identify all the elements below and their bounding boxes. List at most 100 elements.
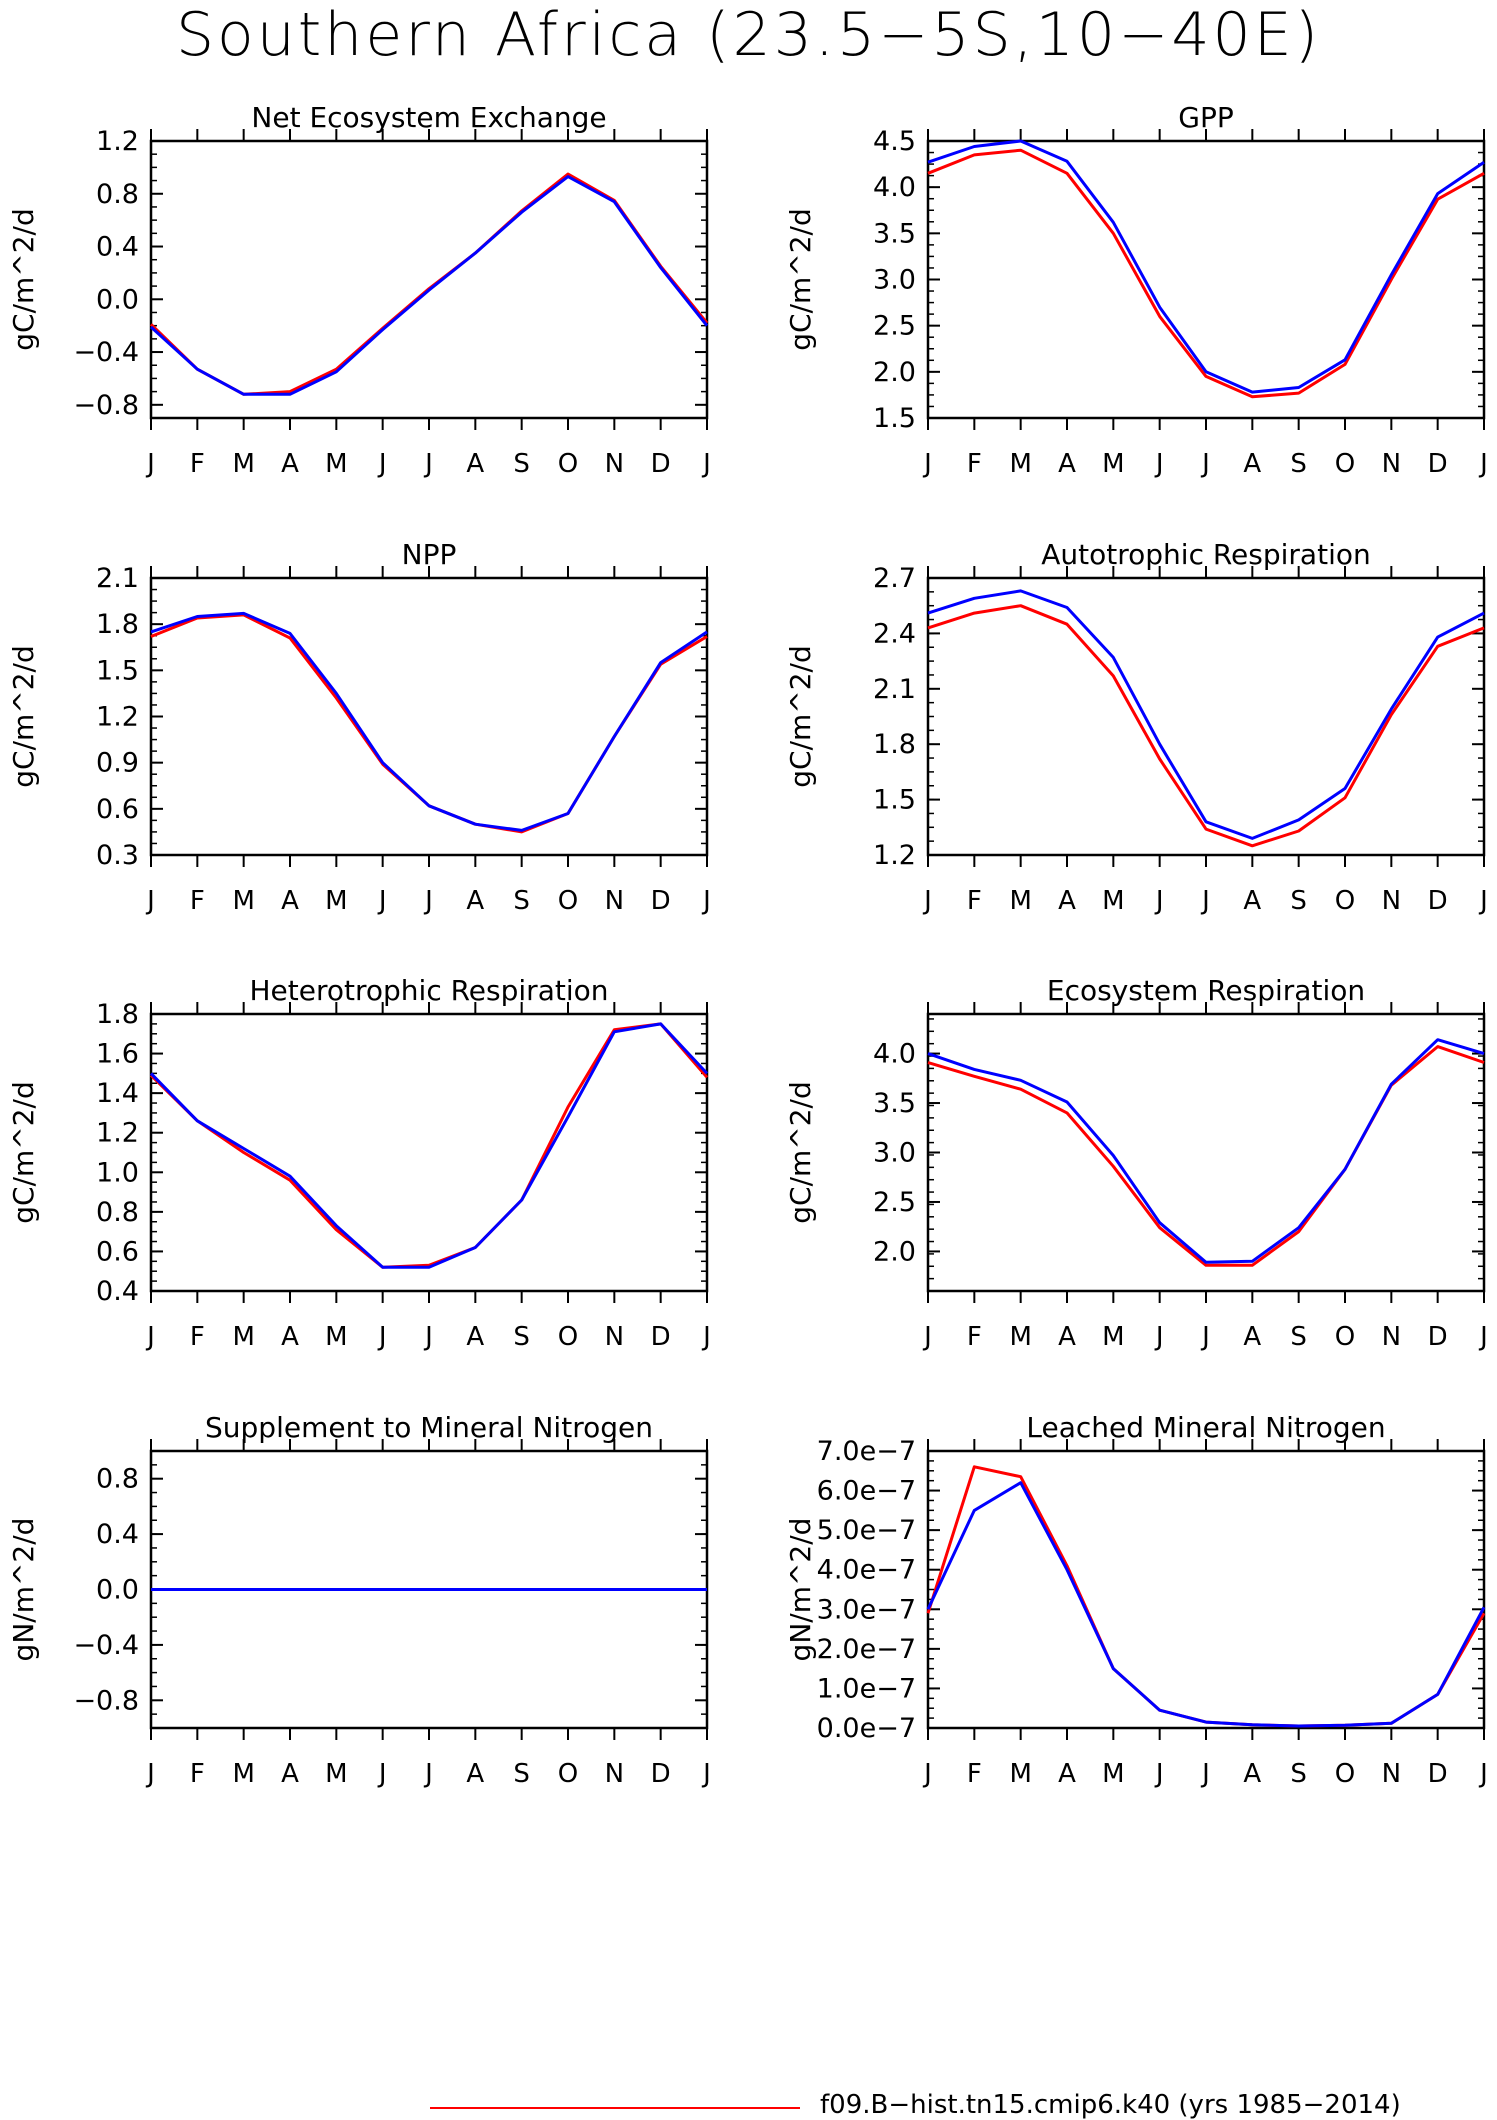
y-tick-label: 0.8: [96, 1197, 139, 1228]
x-tick-label: O: [558, 449, 578, 479]
x-tick-label: N: [605, 1322, 624, 1352]
y-tick-label: 2.4: [873, 618, 916, 649]
y-tick-label: 0.4: [96, 1519, 139, 1550]
x-tick-label: M: [325, 1322, 347, 1352]
series-line-1: [149, 172, 709, 396]
x-tick-label: J: [701, 449, 711, 479]
y-tick-label: 2.7: [873, 563, 916, 594]
x-tick-label: A: [466, 886, 484, 916]
y-tick-label: 0.0: [96, 1575, 139, 1606]
x-tick-label: F: [967, 886, 982, 916]
y-tick-label: 1.4: [96, 1078, 139, 1109]
y-tick-label: 3.0: [873, 1138, 916, 1169]
x-tick-label: J: [1478, 1759, 1488, 1789]
y-axis-label: gC/m^2/d: [7, 645, 40, 788]
y-tick-label: 0.3: [96, 840, 139, 871]
x-tick-label: O: [558, 886, 578, 916]
x-tick-label: A: [1058, 1759, 1076, 1789]
y-axis-label: gC/m^2/d: [784, 1081, 817, 1224]
x-tick-label: J: [701, 1322, 711, 1352]
x-tick-label: J: [1200, 1759, 1210, 1789]
x-tick-label: M: [1009, 1759, 1031, 1789]
y-tick-label: 3.0: [873, 265, 916, 296]
chart-panel: Heterotrophic Respiration gC/m^2/d 0.4 0.6 0…: [7, 974, 711, 1352]
x-tick-label: J: [377, 1322, 387, 1352]
x-tick-label: A: [1058, 449, 1076, 479]
y-tick-label: 6.0e−7: [817, 1476, 916, 1507]
x-tick-label: M: [325, 449, 347, 479]
x-tick-label: J: [1200, 449, 1210, 479]
x-tick-label: J: [423, 1759, 433, 1789]
y-tick-label: 5.0e−7: [817, 1515, 916, 1546]
plot-frame: [149, 139, 709, 420]
x-tick-label: F: [190, 1322, 205, 1352]
x-tick-label: A: [281, 1759, 299, 1789]
y-axis-label: gN/m^2/d: [784, 1518, 817, 1662]
series-line-2: [927, 1038, 1485, 1264]
y-axis-label: gC/m^2/d: [784, 645, 817, 788]
y-tick-label: −0.4: [73, 1630, 139, 1661]
y-tick-label: 2.1: [96, 563, 139, 594]
x-tick-label: M: [1102, 1322, 1124, 1352]
chart-panel: Leached Mineral Nitrogen gN/m^2/d 0.0e−7 1.…: [784, 1411, 1488, 1789]
x-tick-label: O: [558, 1322, 578, 1352]
y-tick-label: 2.0: [873, 357, 916, 388]
y-tick-label: 2.1: [873, 674, 916, 705]
y-axis-label: gC/m^2/d: [7, 1081, 40, 1224]
x-tick-label: O: [1335, 886, 1355, 916]
series-line-2: [926, 1481, 1486, 1728]
y-tick-label: 1.8: [96, 609, 139, 640]
series-line-2: [927, 589, 1485, 840]
x-tick-label: N: [605, 886, 624, 916]
x-tick-label: J: [145, 1759, 155, 1789]
x-tick-label: J: [1478, 886, 1488, 916]
plot-frame: [926, 139, 1486, 420]
y-tick-label: 1.5: [873, 403, 916, 434]
x-tick-label: D: [651, 1322, 671, 1352]
y-tick-label: 4.0: [873, 1039, 916, 1070]
series-line-2: [149, 175, 709, 396]
y-tick-label: 1.2: [873, 840, 916, 871]
x-tick-label: F: [967, 1322, 982, 1352]
x-tick-label: A: [1058, 886, 1076, 916]
y-tick-label: 4.0e−7: [817, 1555, 916, 1586]
panel-title: Autotrophic Respiration: [1041, 538, 1370, 571]
x-tick-label: J: [145, 449, 155, 479]
x-tick-label: J: [922, 1322, 932, 1352]
x-tick-label: J: [922, 1759, 932, 1789]
x-tick-label: J: [377, 886, 387, 916]
x-tick-label: J: [145, 886, 155, 916]
x-tick-label: M: [232, 886, 254, 916]
x-tick-label: M: [325, 1759, 347, 1789]
chart-panel: Autotrophic Respiration gC/m^2/d 1.2 1.5 1.8…: [784, 538, 1488, 916]
y-tick-label: 1.8: [96, 999, 139, 1030]
y-tick-label: 1.2: [96, 126, 139, 157]
plot-frame: [926, 576, 1486, 857]
y-axis-label: gC/m^2/d: [784, 208, 817, 351]
x-tick-label: M: [1102, 449, 1124, 479]
x-tick-label: A: [1243, 1759, 1261, 1789]
plot-frame: [149, 1012, 709, 1293]
x-tick-label: F: [967, 1759, 982, 1789]
x-tick-label: M: [1009, 449, 1031, 479]
x-tick-label: J: [423, 449, 433, 479]
x-tick-label: M: [1009, 886, 1031, 916]
y-tick-label: 0.6: [96, 1236, 139, 1267]
y-tick-label: 0.4: [96, 1276, 139, 1307]
figure-title: Southern Africa (23.5−5S,10−40E): [175, 0, 1322, 70]
y-axis-label: gN/m^2/d: [7, 1518, 40, 1662]
x-tick-label: M: [232, 1322, 254, 1352]
x-tick-label: S: [1290, 886, 1307, 916]
x-tick-label: N: [1382, 886, 1401, 916]
y-tick-label: 0.6: [96, 794, 139, 825]
y-tick-label: 0.9: [96, 748, 139, 779]
x-tick-label: J: [1154, 886, 1164, 916]
x-tick-label: A: [281, 449, 299, 479]
series-line-1: [927, 148, 1485, 399]
x-tick-label: A: [466, 1322, 484, 1352]
y-tick-label: 4.5: [873, 126, 916, 157]
panel-title: Leached Mineral Nitrogen: [1026, 1411, 1385, 1444]
x-tick-label: S: [513, 886, 530, 916]
